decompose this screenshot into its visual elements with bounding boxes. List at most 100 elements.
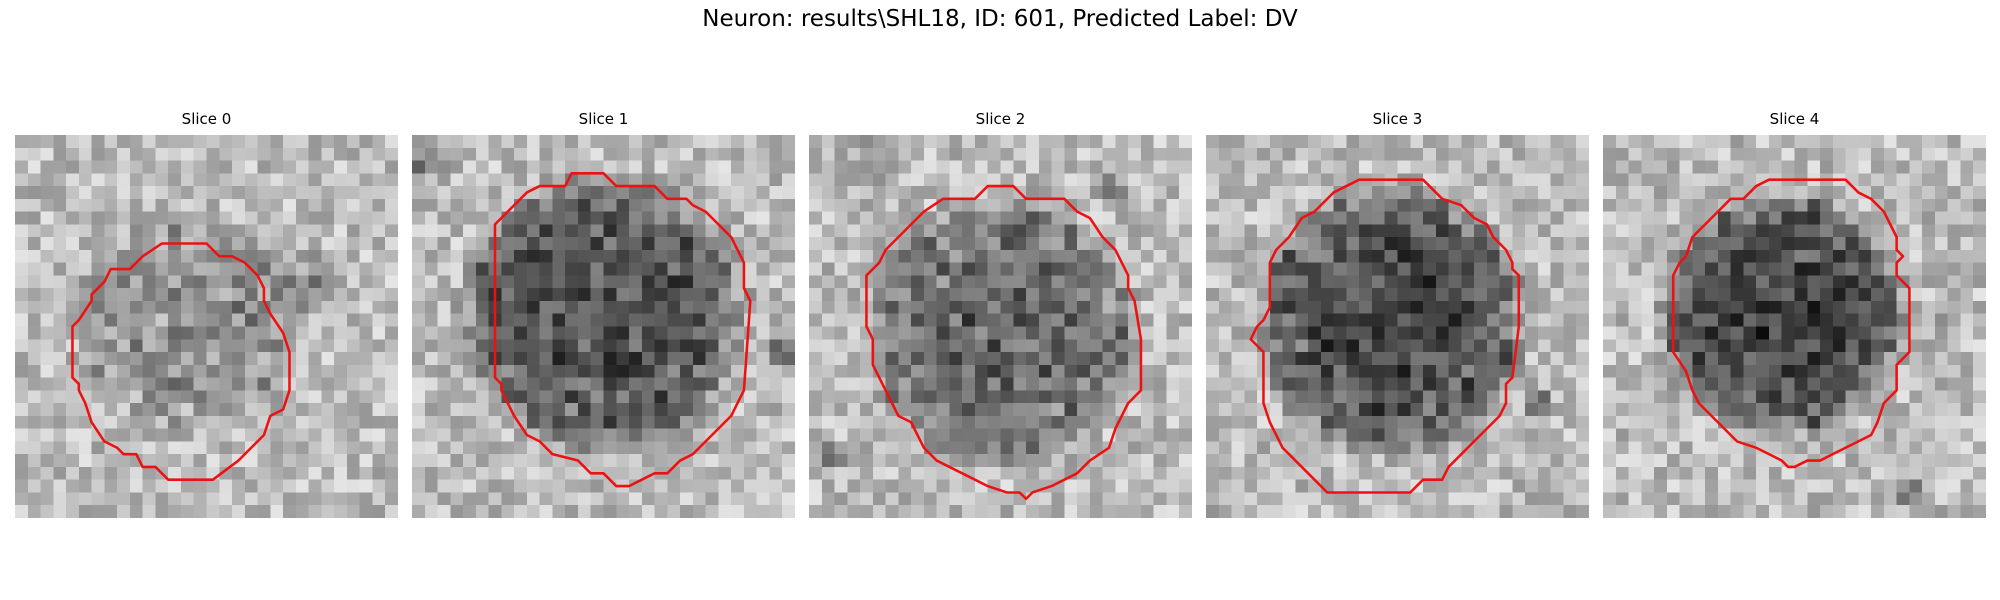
- pixel: [1359, 275, 1373, 289]
- pixel: [206, 160, 220, 174]
- pixel: [821, 390, 835, 404]
- pixel: [129, 300, 143, 314]
- pixel: [1563, 505, 1577, 518]
- pixel: [974, 275, 988, 289]
- pixel: [974, 300, 988, 314]
- pixel: [346, 466, 360, 480]
- pixel: [142, 224, 156, 238]
- pixel: [872, 237, 886, 251]
- pixel: [860, 364, 874, 378]
- pixel: [1115, 198, 1129, 212]
- pixel: [1038, 147, 1052, 161]
- pixel: [1934, 390, 1948, 404]
- pixel: [1038, 454, 1052, 468]
- pixel: [244, 224, 258, 238]
- pixel: [1128, 326, 1142, 340]
- pixel: [834, 492, 848, 506]
- pixel: [1705, 441, 1719, 455]
- pixel: [142, 147, 156, 161]
- pixel: [1883, 339, 1897, 353]
- pixel: [1705, 237, 1719, 251]
- pixel: [1346, 249, 1360, 263]
- pixel: [680, 262, 694, 276]
- pixel: [295, 300, 309, 314]
- pixel: [1371, 364, 1385, 378]
- pixel: [1384, 492, 1398, 506]
- pixel: [1922, 326, 1936, 340]
- pixel: [1705, 135, 1719, 149]
- pixel: [1756, 249, 1770, 263]
- pixel: [1807, 441, 1821, 455]
- pixel: [1269, 160, 1283, 174]
- pixel: [1064, 326, 1078, 340]
- pixel: [359, 300, 373, 314]
- pixel: [142, 466, 156, 480]
- pixel: [1346, 441, 1360, 455]
- pixel: [641, 186, 655, 200]
- pixel: [1960, 237, 1974, 251]
- pixel: [66, 492, 80, 506]
- pixel: [117, 147, 131, 161]
- pixel: [1603, 198, 1617, 212]
- pixel: [1628, 147, 1642, 161]
- pixel: [346, 224, 360, 238]
- pixel: [1153, 275, 1167, 289]
- pixel: [1781, 466, 1795, 480]
- pixel: [1603, 479, 1617, 493]
- pixel: [1333, 415, 1347, 429]
- pixel: [1206, 249, 1220, 263]
- pixel: [1641, 313, 1655, 327]
- pixel: [180, 300, 194, 314]
- pixel: [437, 186, 451, 200]
- pixel: [1486, 326, 1500, 340]
- pixel: [27, 364, 41, 378]
- pixel: [1679, 466, 1693, 480]
- pixel: [552, 505, 566, 518]
- pixel: [412, 352, 426, 366]
- pixel: [1705, 300, 1719, 314]
- pixel: [974, 428, 988, 442]
- pixel: [1807, 428, 1821, 442]
- pixel: [1064, 352, 1078, 366]
- pixel: [590, 339, 604, 353]
- pixel: [1128, 454, 1142, 468]
- pixel: [334, 275, 348, 289]
- pixel: [450, 326, 464, 340]
- pixel: [1768, 339, 1782, 353]
- pixel: [1537, 326, 1551, 340]
- pixel: [1384, 403, 1398, 417]
- pixel: [1563, 403, 1577, 417]
- pixel: [219, 237, 233, 251]
- pixel: [1525, 313, 1539, 327]
- pixel: [1026, 479, 1040, 493]
- pixel: [1013, 198, 1027, 212]
- pixel: [1333, 364, 1347, 378]
- pixel: [1153, 428, 1167, 442]
- pixel: [1333, 428, 1347, 442]
- pixel: [718, 249, 732, 263]
- pixel: [1563, 377, 1577, 391]
- slice-image-1-svg: [412, 135, 795, 518]
- pixel: [257, 377, 271, 391]
- pixel: [1909, 505, 1923, 518]
- pixel: [1038, 249, 1052, 263]
- pixel: [743, 326, 757, 340]
- pixel: [565, 352, 579, 366]
- pixel: [40, 364, 54, 378]
- pixel: [206, 377, 220, 391]
- pixel: [1064, 186, 1078, 200]
- pixel: [1820, 249, 1834, 263]
- pixel: [232, 505, 246, 518]
- pixel: [1359, 492, 1373, 506]
- pixel: [885, 403, 899, 417]
- pixel: [539, 403, 553, 417]
- pixel: [1768, 364, 1782, 378]
- pixel: [1077, 249, 1091, 263]
- pixel: [1051, 186, 1065, 200]
- pixel: [1615, 352, 1629, 366]
- pixel: [1320, 339, 1334, 353]
- pixel: [514, 288, 528, 302]
- pixel: [949, 352, 963, 366]
- pixel: [898, 390, 912, 404]
- pixel: [1359, 249, 1373, 263]
